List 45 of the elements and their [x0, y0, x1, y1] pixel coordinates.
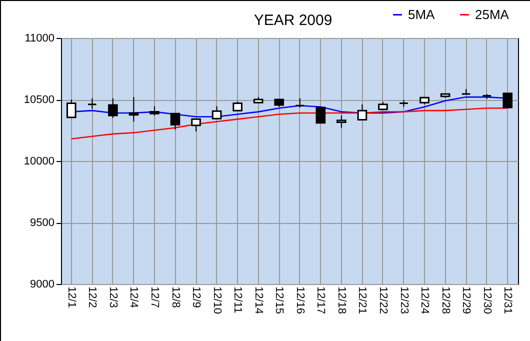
candlestick — [212, 106, 222, 120]
y-tick-label: 9000 — [30, 278, 54, 290]
x-tick-label: 12/14 — [252, 286, 264, 314]
x-tick-label: 12/21 — [356, 286, 368, 314]
candlestick — [108, 98, 118, 118]
x-tick-label: 12/16 — [294, 286, 306, 314]
y-tick-label: 10500 — [24, 94, 54, 106]
x-tick-label: 12/29 — [460, 286, 472, 314]
y-tick-label: 10000 — [24, 156, 54, 168]
legend-label: 25MA — [475, 6, 510, 22]
x-tick-label: 12/23 — [398, 286, 410, 314]
x-tick-label: 12/9 — [190, 286, 202, 308]
candlestick — [191, 118, 201, 132]
candlestick — [87, 98, 98, 110]
x-tick-label: 12/8 — [169, 286, 182, 308]
candlestick — [150, 106, 160, 116]
x-tick-label: 12/24 — [418, 286, 431, 314]
x-tick-label: 12/28 — [439, 286, 452, 314]
x-tick-label: 12/7 — [148, 286, 160, 308]
x-tick-label: 12/22 — [376, 286, 389, 314]
x-tick-label: 12/4 — [128, 286, 140, 308]
candlestick — [232, 100, 242, 112]
x-tick-label: 12/10 — [210, 286, 223, 314]
x-tick-label: 12/15 — [273, 286, 286, 314]
candlestick — [128, 96, 139, 122]
x-tick-label: 12/1 — [65, 286, 78, 308]
legend-label: 5MA — [408, 6, 436, 22]
candlestick — [357, 104, 368, 121]
candlestick — [316, 106, 326, 124]
candlestick — [66, 99, 76, 118]
x-tick-label: 12/30 — [480, 286, 493, 314]
candlestick — [336, 114, 346, 128]
chart-title: YEAR 2009 — [254, 12, 332, 29]
line-series — [70, 107, 508, 140]
x-tick-label: 12/11 — [232, 286, 244, 314]
x-tick-label: 12/2 — [86, 286, 98, 308]
y-tick-label: 11000 — [24, 32, 54, 44]
x-tick-label: 12/31 — [502, 286, 514, 314]
x-tick-label: 12/17 — [314, 286, 327, 314]
x-tick-label: 12/3 — [106, 286, 119, 308]
x-tick-label: 12/18 — [335, 286, 348, 314]
y-tick-label: 9500 — [30, 217, 54, 229]
candlestick — [170, 112, 180, 130]
candlestick — [294, 98, 305, 108]
candlestick — [502, 92, 513, 108]
